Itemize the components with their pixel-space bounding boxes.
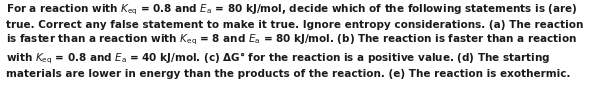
Text: For a reaction with $K_{\mathrm{eq}}$ = 0.8 and $E_{\mathrm{a}}$ = 80 kJ/mol, de: For a reaction with $K_{\mathrm{eq}}$ = … [6,3,583,79]
